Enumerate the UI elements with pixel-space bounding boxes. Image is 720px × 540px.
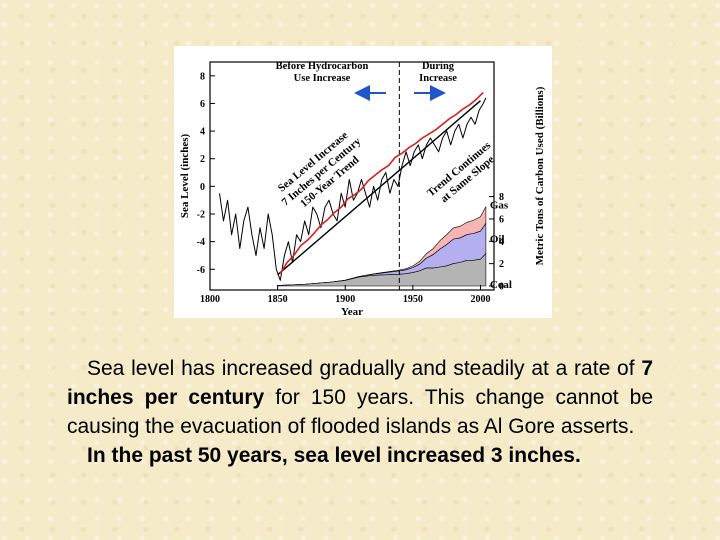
y-tick-label-5: 4 xyxy=(200,127,205,138)
caption-text-1b: for 150 years. This change cannot be cau… xyxy=(67,386,654,438)
sea-level-series-1 xyxy=(279,91,484,274)
plot-frame xyxy=(209,61,495,291)
x-tick-label-3: 1950 xyxy=(403,294,423,305)
gas-label: Gas xyxy=(490,200,509,212)
caption-paragraph-1: Sea level has increased gradually and st… xyxy=(67,354,653,441)
y2-tick-label-0: 0 xyxy=(499,282,504,293)
y-tick-label-7: 8 xyxy=(200,71,205,82)
y-tick-label-1: -4 xyxy=(197,237,205,248)
x-axis-label: Year xyxy=(341,306,363,318)
x-tick-label-2: 1900 xyxy=(335,294,355,305)
coal-area xyxy=(277,252,487,287)
x-tick-label-1: 1850 xyxy=(268,294,288,305)
annotation-during-line1: During xyxy=(422,61,455,72)
y2-tick-label-2: 4 xyxy=(499,237,504,248)
y2-tick-label-4: 8 xyxy=(499,192,504,203)
coal-label: Coal xyxy=(490,279,512,291)
annotation-during-line2: Increase xyxy=(419,73,457,84)
caption-emphasis: 7 inches per century xyxy=(67,357,653,409)
y2-tick-label-3: 6 xyxy=(499,214,504,225)
y-tick-label-2: -2 xyxy=(197,210,205,221)
sea-level-chart: Gas Oil Coal 1800 1850 1900 1950 2000 Year -6 -4-… xyxy=(174,46,552,318)
caption-paragraph-2: In the past 50 years, sea level increase… xyxy=(87,444,581,467)
sea-level-series-0 xyxy=(219,97,487,281)
y2-axis-label: Metric Tons of Carbon Used (Billions) xyxy=(534,86,546,265)
caption: Sea level has increased gradually and st… xyxy=(67,354,653,470)
y-tick-label-4: 2 xyxy=(200,154,205,165)
trend-line xyxy=(277,100,481,276)
y-tick-label-0: -6 xyxy=(197,265,205,276)
y-tick-label-6: 6 xyxy=(200,99,205,110)
y-axis-label: Sea Level (inches) xyxy=(179,134,191,219)
y2-tick-label-1: 2 xyxy=(499,259,504,270)
annotation-before-line1: Before Hydrocarbon xyxy=(276,61,369,72)
x-tick-label-0: 1800 xyxy=(200,294,220,305)
y-tick-label-3: 0 xyxy=(200,182,205,193)
caption-text-1a: Sea level has increased gradually and st… xyxy=(87,357,642,380)
annotation-before-line2: Use Increase xyxy=(294,73,351,84)
x-tick-label-4: 2000 xyxy=(470,294,490,305)
